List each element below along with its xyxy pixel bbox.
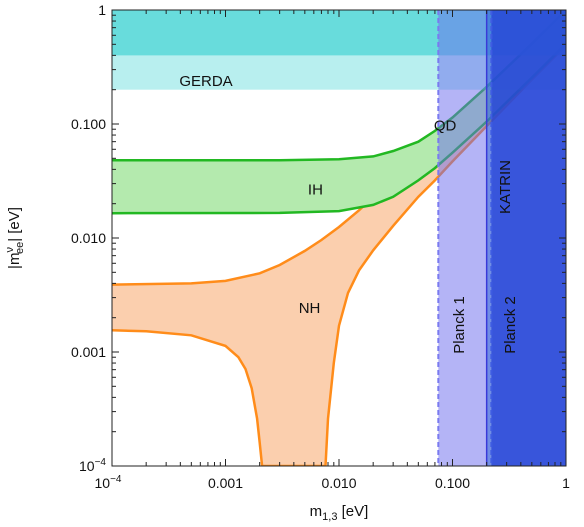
y-axis-title-sup: ν (4, 247, 16, 253)
y-tick-label: 0.100 (71, 116, 106, 132)
region-labels: GERDA QD IH NH Planck 1 Planck 2 KATRIN (179, 73, 519, 354)
katrin-band (486, 10, 566, 466)
x-tick-label: 1 (562, 475, 570, 491)
gerda-label: GERDA (179, 73, 232, 90)
ticks: 10−4 0.001 0.010 0.100 1 10−4 0.001 0.010 0.100 1 (71, 2, 570, 491)
x-axis-title-sub: 1,3 (322, 511, 337, 523)
planck-bands (437, 10, 566, 466)
x-tick-label: 0.001 (208, 475, 243, 491)
nh-lower-line (112, 44, 566, 466)
y-axis-title: |mνee| [eV] (4, 207, 26, 269)
y-axis-title-sub: ee (14, 242, 26, 254)
x-tick-label: 0.100 (435, 475, 470, 491)
nh-label: NH (299, 300, 321, 317)
katrin-label: KATRIN (497, 160, 514, 214)
katrin-band (485, 10, 566, 466)
planck-band-2 (491, 10, 566, 466)
plot-area (112, 10, 566, 466)
y-tick-label: 1 (98, 2, 106, 18)
x-tick-label: 10−4 (95, 474, 122, 491)
x-axis-title: m1,3 [eV] (310, 503, 369, 523)
ih-label: IH (308, 182, 323, 199)
y-tick-label: 0.010 (71, 230, 106, 246)
y-tick-label: 0.001 (71, 344, 106, 360)
planck-2-label: Planck 2 (502, 296, 519, 354)
planck-1-label: Planck 1 (451, 296, 468, 354)
qd-label: QD (434, 117, 457, 134)
ih-band-fill (112, 10, 566, 214)
x-tick-label: 0.010 (321, 475, 356, 491)
y-tick-label: 10−4 (79, 457, 106, 474)
